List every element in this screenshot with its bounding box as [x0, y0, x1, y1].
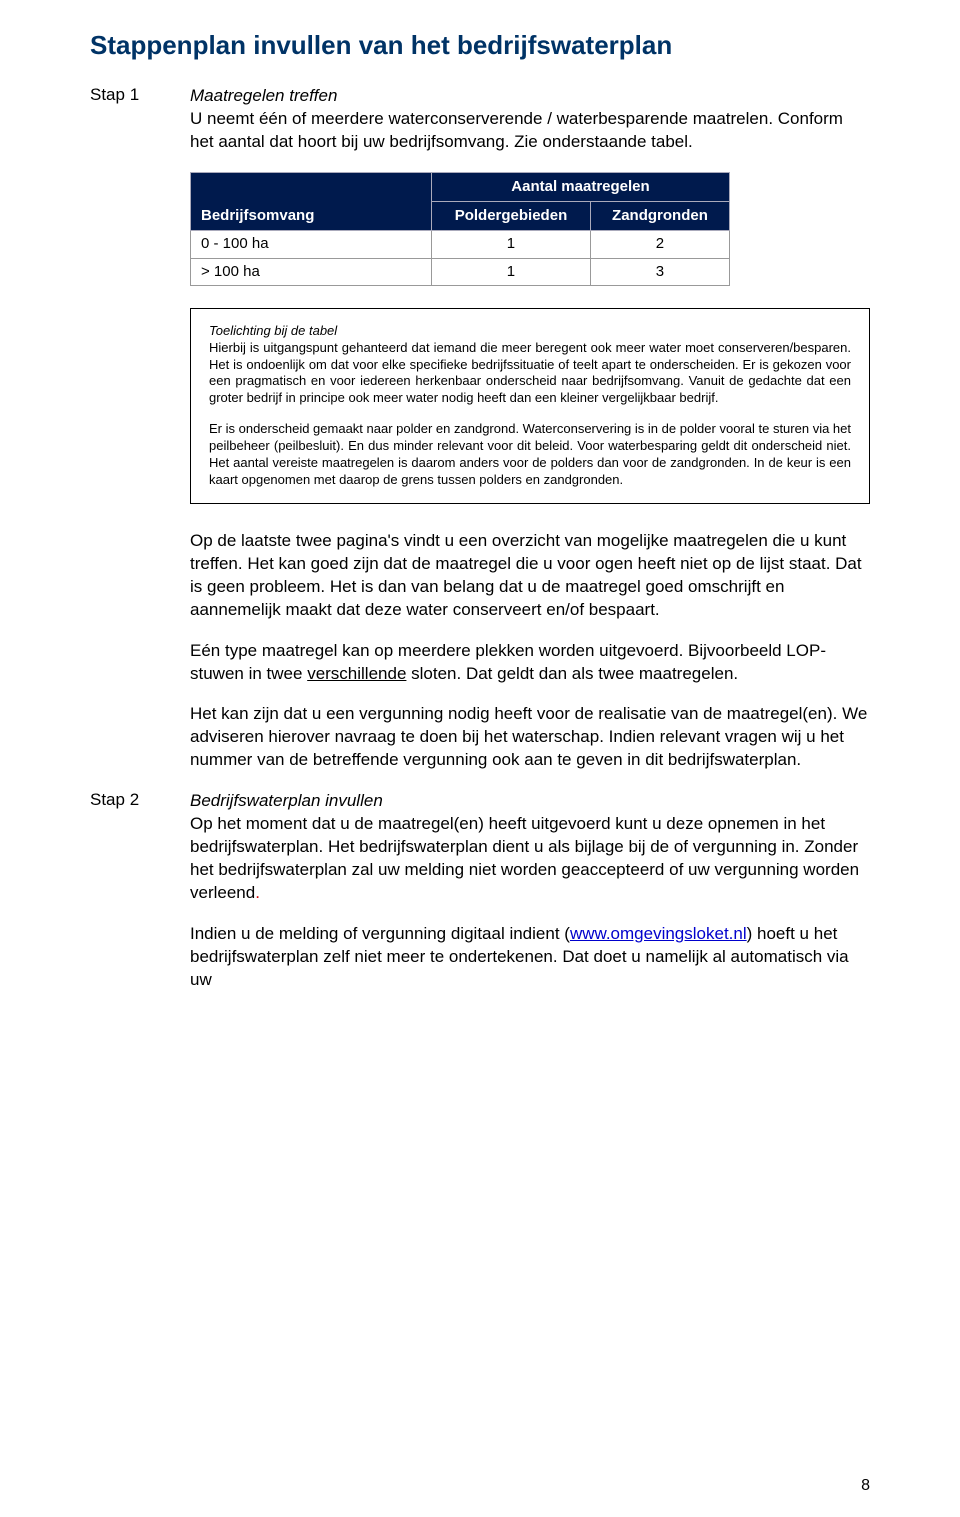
- note-title: Toelichting bij de tabel: [209, 323, 337, 338]
- step-2-heading: Bedrijfswaterplan invullen: [190, 791, 383, 810]
- note-para1: Toelichting bij de tabel Hierbij is uitga…: [209, 323, 851, 407]
- cell-zand-0: 2: [590, 231, 729, 258]
- body-para2-underline: verschillende: [307, 664, 406, 683]
- page: Stappenplan invullen van het bedrijfswat…: [0, 0, 960, 1517]
- step-2-label: Stap 2: [90, 790, 190, 810]
- body-para2b: sloten. Dat geldt dan als twee maatregel…: [406, 664, 738, 683]
- step-2-red-dot: .: [255, 883, 260, 902]
- step-2-para1a: Op het moment dat u de maatregel(en) hee…: [190, 814, 859, 902]
- step-2-row: Stap 2 Bedrijfswaterplan invullen Op het …: [90, 790, 870, 1010]
- table-row: > 100 ha 1 3: [191, 258, 730, 285]
- col-aantal: Aantal maatregelen: [432, 172, 730, 201]
- body-para3: Het kan zijn dat u een vergunning nodig …: [190, 703, 870, 772]
- measures-table: Bedrijfsomvang Aantal maatregelen Polder…: [190, 172, 730, 286]
- col-zand: Zandgronden: [590, 202, 729, 231]
- step-1-row: Stap 1 Maatregelen treffen U neemt één of…: [90, 85, 870, 790]
- table-row: 0 - 100 ha 1 2: [191, 231, 730, 258]
- step-2-para1: Bedrijfswaterplan invullen Op het moment …: [190, 790, 870, 905]
- table-header-row: Bedrijfsomvang Aantal maatregelen: [191, 172, 730, 201]
- step-1-intro-text: U neemt één of meerdere waterconserveren…: [190, 109, 843, 151]
- note-box: Toelichting bij de tabel Hierbij is uitga…: [190, 308, 870, 504]
- step-2-body: Bedrijfswaterplan invullen Op het moment …: [190, 790, 870, 1010]
- step-1-label: Stap 1: [90, 85, 190, 105]
- col-bedrijfsomvang: Bedrijfsomvang: [191, 172, 432, 231]
- step-1-intro: Maatregelen treffen U neemt één of meerde…: [190, 85, 870, 154]
- cell-zand-1: 3: [590, 258, 729, 285]
- page-number: 8: [861, 1477, 870, 1495]
- table-wrap: Bedrijfsomvang Aantal maatregelen Polder…: [190, 172, 870, 286]
- cell-polder-1: 1: [432, 258, 591, 285]
- note-para2: Er is onderscheid gemaakt naar polder en…: [209, 421, 851, 489]
- note-para1-text: Hierbij is uitgangspunt gehanteerd dat i…: [209, 340, 851, 406]
- omgevingsloket-link[interactable]: www.omgevingsloket.nl: [570, 924, 747, 943]
- step-1-body: Maatregelen treffen U neemt één of meerde…: [190, 85, 870, 790]
- col-polder: Poldergebieden: [432, 202, 591, 231]
- body-para1: Op de laatste twee pagina's vindt u een …: [190, 530, 870, 622]
- step-1-heading: Maatregelen treffen: [190, 86, 337, 105]
- cell-range-0: 0 - 100 ha: [191, 231, 432, 258]
- cell-polder-0: 1: [432, 231, 591, 258]
- cell-range-1: > 100 ha: [191, 258, 432, 285]
- step-2-para2a: Indien u de melding of vergunning digita…: [190, 924, 570, 943]
- step-2-para2: Indien u de melding of vergunning digita…: [190, 923, 870, 992]
- body-para2: Eén type maatregel kan op meerdere plekk…: [190, 640, 870, 686]
- page-title: Stappenplan invullen van het bedrijfswat…: [90, 30, 870, 61]
